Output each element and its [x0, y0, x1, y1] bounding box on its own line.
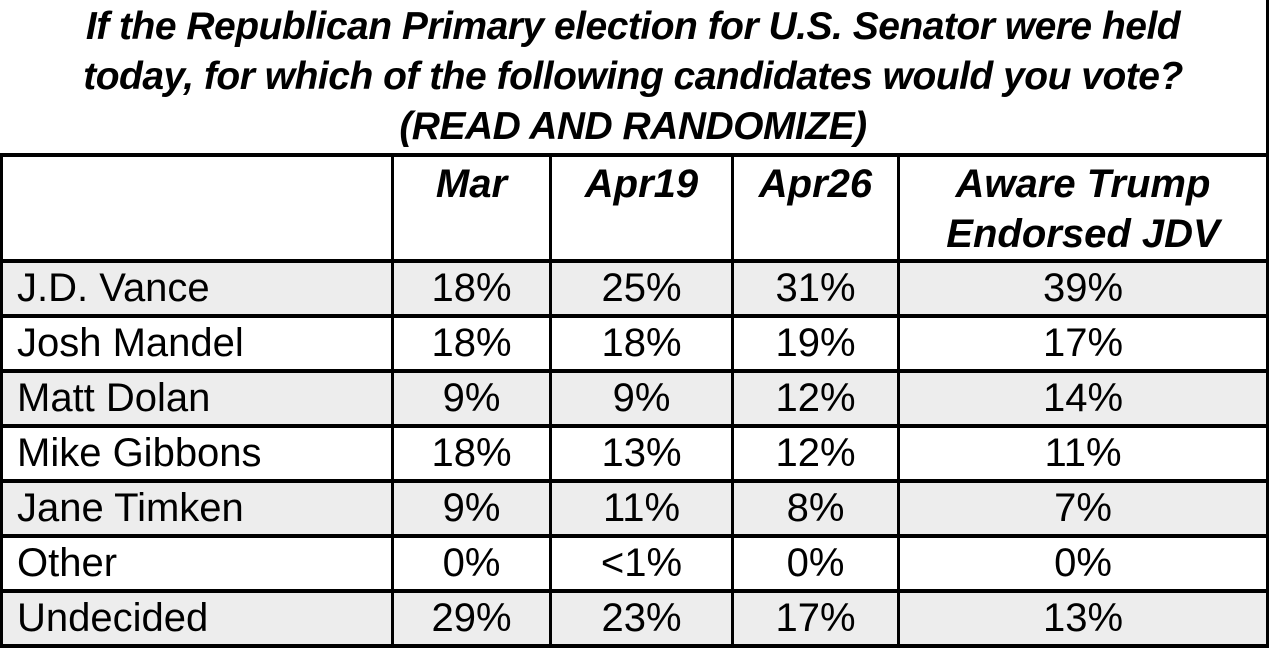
row-label: Matt Dolan — [0, 369, 394, 428]
cell-value: 17% — [897, 314, 1269, 373]
cell-value: 0% — [731, 534, 900, 593]
cell-value: 18% — [391, 314, 552, 373]
cell-value: 0% — [897, 534, 1269, 593]
cell-value: 17% — [731, 589, 900, 648]
cell-value: 13% — [897, 589, 1269, 648]
cell-value: 8% — [731, 479, 900, 538]
cell-value: 18% — [391, 424, 552, 483]
cell-value: 18% — [549, 314, 734, 373]
table-row-undecided: Undecided 29% 23% 17% 13% — [0, 589, 1269, 648]
cell-value: 12% — [731, 424, 900, 483]
cell-value: 11% — [897, 424, 1269, 483]
table-row-matt-dolan: Matt Dolan 9% 9% 12% 14% — [0, 369, 1269, 428]
row-label: Jane Timken — [0, 479, 394, 538]
question-title-line-2: today, for which of the following candid… — [83, 54, 1183, 98]
cell-value: 29% — [391, 589, 552, 648]
cell-value: 9% — [391, 369, 552, 428]
question-title-line-3: (READ AND RANDOMIZE) — [399, 104, 867, 148]
table-row-jane-timken: Jane Timken 9% 11% 8% 7% — [0, 479, 1269, 538]
header-apr26: Apr26 — [731, 153, 900, 263]
cell-value: 0% — [391, 534, 552, 593]
cell-value: 9% — [391, 479, 552, 538]
table-row-josh-mandel: Josh Mandel 18% 18% 19% 17% — [0, 314, 1269, 373]
cell-value: 25% — [549, 259, 734, 318]
cell-value: 14% — [897, 369, 1269, 428]
header-aware-trump-endorsed-jdv: Aware Trump Endorsed JDV — [897, 153, 1269, 263]
header-row: Mar Apr19 Apr26 Aware Trump Endorsed JDV — [0, 153, 1269, 263]
cell-value: 9% — [549, 369, 734, 428]
cell-value: 31% — [731, 259, 900, 318]
row-label: Josh Mandel — [0, 314, 394, 373]
cell-value: 23% — [549, 589, 734, 648]
cell-value: <1% — [549, 534, 734, 593]
row-label: Mike Gibbons — [0, 424, 394, 483]
header-apr19: Apr19 — [549, 153, 734, 263]
poll-results-table: Mar Apr19 Apr26 Aware Trump Endorsed JDV… — [0, 153, 1269, 648]
cell-value: 11% — [549, 479, 734, 538]
table-row-other: Other 0% <1% 0% 0% — [0, 534, 1269, 593]
cell-value: 7% — [897, 479, 1269, 538]
table-row-jd-vance: J.D. Vance 18% 25% 31% 39% — [0, 259, 1269, 318]
cell-value: 12% — [731, 369, 900, 428]
cell-value: 19% — [731, 314, 900, 373]
header-mar: Mar — [391, 153, 552, 263]
cell-value: 39% — [897, 259, 1269, 318]
cell-value: 18% — [391, 259, 552, 318]
question-title-line-1: If the Republican Primary election for U… — [85, 4, 1181, 48]
row-label: Other — [0, 534, 394, 593]
table-row-mike-gibbons: Mike Gibbons 18% 13% 12% 11% — [0, 424, 1269, 483]
question-title: If the Republican Primary election for U… — [0, 0, 1269, 153]
cell-value: 13% — [549, 424, 734, 483]
row-label: J.D. Vance — [0, 259, 394, 318]
header-candidate-blank — [0, 153, 394, 263]
row-label: Undecided — [0, 589, 394, 648]
